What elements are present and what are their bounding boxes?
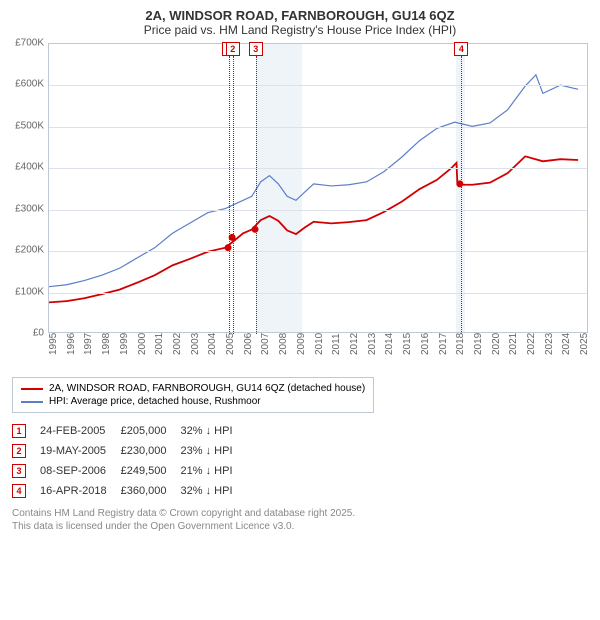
x-tick-label: 2023 bbox=[544, 333, 555, 355]
table-marker-box: 3 bbox=[12, 464, 26, 478]
table-row: 3 08-SEP-2006£249,50021% ↓ HPI bbox=[12, 461, 247, 481]
sale-diff: 21% ↓ HPI bbox=[181, 461, 247, 481]
x-tick-label: 2014 bbox=[384, 333, 395, 355]
series-price_paid bbox=[49, 156, 578, 302]
sale-date: 08-SEP-2006 bbox=[40, 461, 121, 481]
gridline bbox=[49, 127, 587, 128]
y-tick-label: £400K bbox=[15, 162, 44, 173]
table-marker-box: 4 bbox=[12, 484, 26, 498]
marker-line bbox=[233, 56, 234, 334]
chart-area: £0£100K£200K£300K£400K£500K£600K£700K 12… bbox=[12, 43, 588, 353]
x-tick-label: 2004 bbox=[207, 333, 218, 355]
marker-line bbox=[256, 56, 257, 334]
x-tick-label: 2000 bbox=[137, 333, 148, 355]
x-tick-label: 2009 bbox=[296, 333, 307, 355]
x-tick-label: 2022 bbox=[526, 333, 537, 355]
y-axis: £0£100K£200K£300K£400K£500K£600K£700K bbox=[12, 43, 46, 333]
x-tick-label: 1995 bbox=[48, 333, 59, 355]
x-tick-label: 2020 bbox=[491, 333, 502, 355]
x-tick-label: 2001 bbox=[154, 333, 165, 355]
gridline bbox=[49, 85, 587, 86]
y-tick-label: £600K bbox=[15, 79, 44, 90]
y-tick-label: £300K bbox=[15, 203, 44, 214]
x-tick-label: 2008 bbox=[278, 333, 289, 355]
chart-subtitle: Price paid vs. HM Land Registry's House … bbox=[12, 23, 588, 37]
table-marker-box: 1 bbox=[12, 424, 26, 438]
table-row: 1 24-FEB-2005£205,00032% ↓ HPI bbox=[12, 421, 247, 441]
series-hpi bbox=[49, 75, 578, 287]
table-row: 4 16-APR-2018£360,00032% ↓ HPI bbox=[12, 481, 247, 501]
marker-box: 2 bbox=[226, 42, 240, 56]
x-tick-label: 2006 bbox=[243, 333, 254, 355]
footer-line: Contains HM Land Registry data © Crown c… bbox=[12, 507, 588, 520]
sale-diff: 23% ↓ HPI bbox=[181, 441, 247, 461]
x-tick-label: 1996 bbox=[66, 333, 77, 355]
x-tick-label: 2005 bbox=[225, 333, 236, 355]
legend-swatch bbox=[21, 388, 43, 390]
sale-date: 24-FEB-2005 bbox=[40, 421, 121, 441]
footer-line: This data is licensed under the Open Gov… bbox=[12, 520, 588, 533]
table-row: 2 19-MAY-2005£230,00023% ↓ HPI bbox=[12, 441, 247, 461]
y-tick-label: £500K bbox=[15, 120, 44, 131]
gridline bbox=[49, 251, 587, 252]
x-axis: 1995 1996 1997 1998 1999 2000 2001 2002 2003 2004… bbox=[48, 333, 588, 373]
x-tick-label: 2019 bbox=[473, 333, 484, 355]
sale-date: 19-MAY-2005 bbox=[40, 441, 121, 461]
x-tick-label: 2017 bbox=[438, 333, 449, 355]
series-svg bbox=[49, 44, 587, 332]
marker-line bbox=[461, 56, 462, 334]
gridline bbox=[49, 210, 587, 211]
x-tick-label: 2024 bbox=[561, 333, 572, 355]
sale-price: £249,500 bbox=[121, 461, 181, 481]
x-tick-label: 2007 bbox=[260, 333, 271, 355]
y-tick-label: £200K bbox=[15, 245, 44, 256]
x-tick-label: 2013 bbox=[367, 333, 378, 355]
legend-row: HPI: Average price, detached house, Rush… bbox=[21, 395, 365, 408]
plot-area: 1234 bbox=[48, 43, 588, 333]
gridline bbox=[49, 168, 587, 169]
x-tick-label: 2002 bbox=[172, 333, 183, 355]
sale-date: 16-APR-2018 bbox=[40, 481, 121, 501]
y-tick-label: £100K bbox=[15, 286, 44, 297]
table-marker-box: 2 bbox=[12, 444, 26, 458]
marker-box: 3 bbox=[249, 42, 263, 56]
footer: Contains HM Land Registry data © Crown c… bbox=[12, 507, 588, 533]
sale-price: £360,000 bbox=[121, 481, 181, 501]
legend-swatch bbox=[21, 401, 43, 403]
gridline bbox=[49, 293, 587, 294]
marker-box: 4 bbox=[454, 42, 468, 56]
sale-price: £230,000 bbox=[121, 441, 181, 461]
x-tick-label: 2025 bbox=[579, 333, 590, 355]
y-tick-label: £0 bbox=[33, 328, 44, 339]
legend-label: HPI: Average price, detached house, Rush… bbox=[49, 396, 261, 407]
sale-diff: 32% ↓ HPI bbox=[181, 481, 247, 501]
x-tick-label: 1999 bbox=[119, 333, 130, 355]
sale-diff: 32% ↓ HPI bbox=[181, 421, 247, 441]
legend-row: 2A, WINDSOR ROAD, FARNBOROUGH, GU14 6QZ … bbox=[21, 382, 365, 395]
x-tick-label: 2021 bbox=[508, 333, 519, 355]
x-tick-label: 2011 bbox=[331, 333, 342, 355]
x-tick-label: 1998 bbox=[101, 333, 112, 355]
legend-label: 2A, WINDSOR ROAD, FARNBOROUGH, GU14 6QZ … bbox=[49, 383, 365, 394]
sale-price: £205,000 bbox=[121, 421, 181, 441]
y-tick-label: £700K bbox=[15, 38, 44, 49]
x-tick-label: 2016 bbox=[420, 333, 431, 355]
x-tick-label: 2018 bbox=[455, 333, 466, 355]
sales-table: 124-FEB-2005£205,00032% ↓ HPI219-MAY-200… bbox=[12, 421, 247, 501]
chart-title: 2A, WINDSOR ROAD, FARNBOROUGH, GU14 6QZ bbox=[12, 8, 588, 23]
marker-line bbox=[229, 56, 230, 334]
x-tick-label: 2010 bbox=[314, 333, 325, 355]
chart-container: 2A, WINDSOR ROAD, FARNBOROUGH, GU14 6QZ … bbox=[0, 0, 600, 541]
x-tick-label: 2015 bbox=[402, 333, 413, 355]
x-tick-label: 2003 bbox=[190, 333, 201, 355]
legend: 2A, WINDSOR ROAD, FARNBOROUGH, GU14 6QZ … bbox=[12, 377, 374, 413]
x-tick-label: 1997 bbox=[83, 333, 94, 355]
x-tick-label: 2012 bbox=[349, 333, 360, 355]
